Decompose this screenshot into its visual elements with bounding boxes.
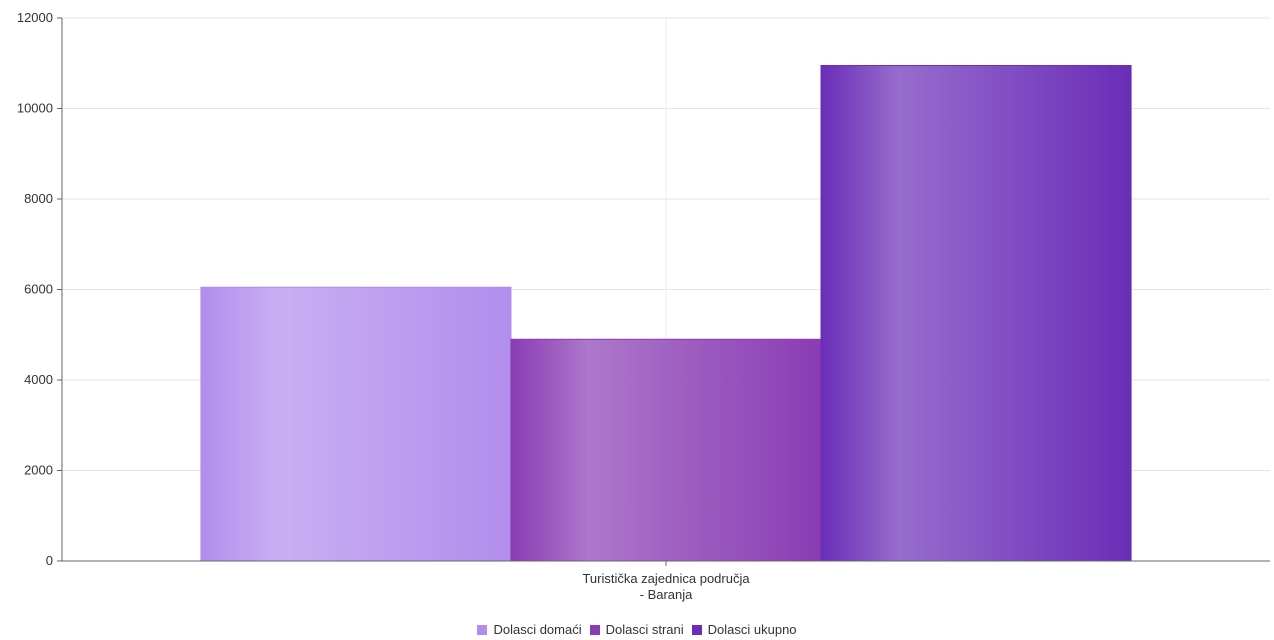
x-category-label: Turistička zajednica područja - Baranja — [582, 571, 750, 602]
bar-dolasci-doma-i[interactable] — [200, 286, 512, 562]
legend-label: Dolasci ukupno — [707, 622, 797, 637]
bar-dolasci-ukupno[interactable] — [820, 65, 1132, 562]
y-tick-label: 4000 — [24, 372, 53, 387]
y-tick-label: 8000 — [24, 191, 53, 206]
axes: 0 2000 4000 6000 8000 10000 12000 Turistička za… — [17, 10, 1270, 602]
bar-dolasci-strani[interactable] — [510, 338, 822, 562]
legend-item[interactable]: Dolasci strani — [589, 622, 684, 637]
legend: Dolasci domaći Dolasci strani Dolasci ukup… — [0, 622, 1274, 637]
legend-item[interactable]: Dolasci ukupno — [691, 622, 797, 637]
y-tick-label: 10000 — [17, 101, 53, 116]
legend-swatch — [477, 624, 488, 635]
legend-item[interactable]: Dolasci domaći — [477, 622, 582, 637]
bars — [200, 65, 1132, 562]
y-tick-label: 12000 — [17, 10, 53, 25]
y-tick-label: 2000 — [24, 463, 53, 478]
y-tick-label: 0 — [46, 553, 53, 568]
legend-swatch — [589, 624, 600, 635]
bar-chart: 0 2000 4000 6000 8000 10000 12000 Turistička za… — [17, 10, 1270, 602]
legend-swatch — [691, 624, 702, 635]
legend-label: Dolasci domaći — [493, 622, 582, 637]
legend-label: Dolasci strani — [605, 622, 684, 637]
y-tick-label: 6000 — [24, 282, 53, 297]
